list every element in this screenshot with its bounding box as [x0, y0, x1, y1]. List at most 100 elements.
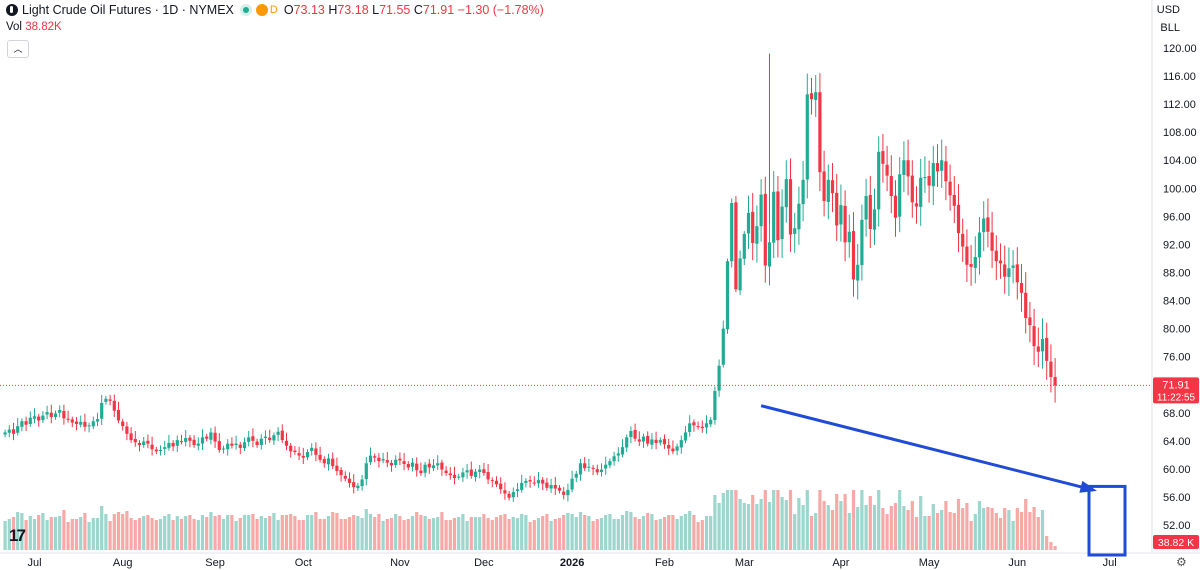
volume-bar — [289, 514, 293, 550]
candle-body — [305, 452, 310, 458]
candle-body — [167, 442, 171, 448]
candle-body — [734, 202, 738, 290]
candle-body — [79, 421, 83, 425]
market-status-icon[interactable] — [239, 4, 252, 16]
volume-bar — [112, 514, 116, 550]
candle-body — [620, 447, 625, 455]
volume-bar — [759, 499, 763, 550]
volume-bar — [457, 517, 461, 550]
candle-body — [625, 437, 629, 448]
volume-bar — [927, 516, 931, 550]
x-tick-label: Dec — [474, 557, 494, 569]
volume-bar — [696, 522, 700, 550]
symbol-title[interactable]: Light Crude Oil Futures · 1D · NYMEX — [22, 3, 234, 17]
volume-bar — [499, 515, 503, 550]
volume-bar — [935, 513, 940, 550]
candle-body — [356, 485, 360, 489]
candle-body — [969, 264, 973, 267]
candle-body — [482, 469, 486, 474]
candle-body — [457, 476, 461, 478]
volume-bar — [738, 499, 742, 550]
volume-bar — [272, 513, 276, 550]
volume-bar — [881, 508, 885, 550]
candle-body — [478, 469, 482, 473]
volume-bar — [37, 515, 41, 550]
volume-bar — [62, 510, 66, 550]
volume-bar — [746, 504, 751, 550]
candle-body — [364, 463, 368, 480]
candle-body — [217, 441, 221, 450]
unit-label[interactable]: BLL — [1160, 22, 1180, 34]
volume-bar — [364, 509, 368, 550]
tradingview-logo[interactable]: 17 — [9, 526, 26, 545]
candle-body — [604, 464, 608, 469]
y-tick-label: 104.00 — [1163, 155, 1197, 167]
candle-body — [746, 212, 751, 234]
candle-body — [406, 463, 410, 468]
candle-body — [818, 92, 822, 173]
volume-bar — [301, 520, 305, 550]
volume-bar — [788, 490, 793, 550]
candle-body — [948, 181, 952, 196]
candle-body — [856, 264, 860, 281]
currency-label[interactable]: USD — [1156, 4, 1180, 16]
volume-bar — [356, 516, 360, 550]
volume-bar — [205, 517, 209, 550]
volume-bar — [755, 504, 759, 550]
volume-bar — [721, 493, 725, 550]
volume-bar — [167, 514, 171, 550]
volume-bar — [158, 519, 163, 550]
candle-body — [373, 456, 377, 458]
volume-bar — [683, 514, 688, 550]
candle-body — [541, 479, 545, 484]
gear-icon[interactable]: ⚙ — [1176, 555, 1187, 569]
y-tick-label: 52.00 — [1163, 520, 1191, 532]
volume-bar — [419, 515, 423, 550]
volume-bar — [490, 520, 494, 550]
candle-body — [700, 426, 704, 429]
x-tick-label: Mar — [735, 557, 754, 569]
candle-body — [814, 92, 818, 100]
candle-body — [961, 233, 965, 247]
volume-bar — [137, 518, 142, 550]
candle-body — [142, 441, 146, 446]
volume-bar — [263, 518, 268, 550]
candle-body — [200, 437, 205, 444]
close-value: 71.91 — [422, 3, 455, 17]
volume-bar — [448, 520, 452, 550]
volume-bar — [847, 513, 851, 550]
volume-bar — [814, 513, 818, 550]
candle-body — [188, 437, 192, 441]
delayed-data-icon[interactable] — [255, 4, 268, 16]
candle-body — [20, 421, 24, 427]
candle-body — [45, 412, 49, 415]
candle-body — [104, 398, 108, 402]
candle-body — [885, 164, 889, 176]
candle-body — [95, 419, 100, 422]
x-tick-label: Sep — [205, 557, 225, 569]
volume-bar — [381, 521, 385, 550]
volume-bar — [11, 517, 16, 550]
x-tick-label: Nov — [390, 557, 410, 569]
volume-bar — [184, 516, 188, 550]
y-tick-label: 120.00 — [1163, 43, 1197, 55]
countdown-value: 11:22:55 — [1157, 392, 1196, 403]
volume-bar — [528, 522, 532, 550]
collapse-legend-button[interactable]: ︿ — [7, 40, 29, 58]
volume-bar — [679, 516, 683, 550]
volume-bar — [24, 520, 28, 550]
candle-body — [259, 438, 263, 446]
candle-body — [263, 436, 268, 439]
candle-body — [398, 458, 402, 461]
y-tick-label: 64.00 — [1163, 436, 1191, 448]
volume-bar — [1015, 508, 1019, 550]
candle-body — [49, 412, 53, 417]
volume-bar — [671, 515, 675, 550]
volume-bar — [360, 518, 364, 550]
volume-bar — [877, 490, 881, 550]
volume-bar — [583, 515, 587, 550]
candle-body — [255, 441, 259, 446]
volume-bar — [864, 505, 868, 550]
